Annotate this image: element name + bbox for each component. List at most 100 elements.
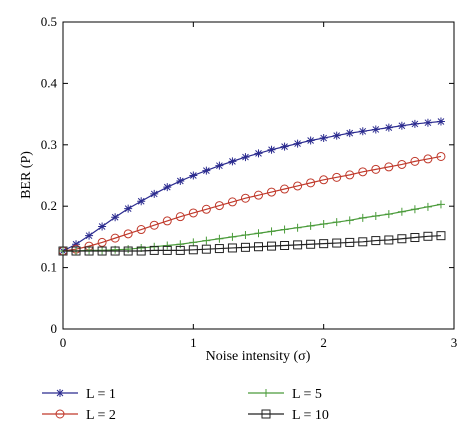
x-axis-title: Noise intensity (σ): [206, 349, 311, 364]
data-point: [306, 178, 316, 188]
data-point: [280, 225, 289, 234]
data-point: [436, 151, 446, 161]
data-point: [111, 213, 120, 222]
data-point: [163, 183, 172, 192]
data-point: [267, 241, 277, 251]
x-tick-label: 2: [320, 335, 327, 350]
data-point: [228, 232, 237, 241]
data-point: [162, 216, 172, 226]
data-point: [58, 246, 68, 256]
data-point: [319, 175, 329, 185]
data-point: [176, 177, 185, 186]
data-point: [306, 239, 316, 249]
data-point: [123, 246, 133, 256]
data-point: [175, 245, 185, 255]
data-point: [423, 231, 433, 241]
y-tick-label: 0.5: [41, 14, 57, 29]
data-point: [136, 225, 146, 235]
data-point: [293, 223, 302, 232]
data-point: [227, 197, 237, 207]
axis-tick-labels: 0 1 2 3 0 0.1 0.2 0.3 0.4 0.5: [41, 14, 458, 350]
data-point: [72, 240, 81, 249]
data-point: [384, 235, 394, 245]
data-point: [71, 246, 81, 256]
data-point: [254, 190, 263, 200]
data-point: [240, 242, 250, 252]
data-point: [410, 233, 420, 243]
data-point: [56, 389, 64, 397]
data-point: [85, 231, 94, 240]
data-point: [201, 204, 211, 214]
y-tick-label: 0.1: [41, 260, 57, 275]
data-point: [85, 246, 94, 255]
data-point: [97, 246, 107, 256]
data-point: [124, 245, 133, 254]
data-point: [254, 242, 263, 252]
data-point: [358, 213, 367, 222]
data-point: [371, 164, 381, 174]
legend: L = 1 L = 2 L = 5 L = 10: [42, 387, 329, 423]
data-point: [306, 221, 315, 230]
data-point: [319, 220, 328, 229]
data-point: [306, 136, 315, 145]
data-point: [332, 131, 341, 140]
data-point: [254, 229, 263, 238]
y-tick-label: 0: [51, 321, 58, 336]
data-point: [319, 239, 329, 249]
y-tick-label: 0.3: [41, 137, 57, 152]
data-point: [227, 243, 237, 253]
data-point: [267, 227, 276, 236]
data-point: [201, 244, 211, 254]
data-point: [345, 237, 355, 247]
data-point: [163, 241, 172, 250]
data-point: [149, 220, 159, 230]
x-tick-label: 0: [60, 335, 67, 350]
data-point: [384, 162, 394, 172]
data-point: [214, 244, 224, 254]
legend-label: L = 5: [292, 387, 322, 402]
data-point: [410, 205, 419, 214]
data-point: [423, 118, 432, 127]
series-4: [58, 231, 446, 256]
data-point: [189, 238, 198, 247]
data-point: [261, 409, 271, 419]
legend-entry: L = 1: [42, 387, 116, 402]
series-layer: [58, 117, 446, 256]
data-point: [137, 197, 146, 206]
data-point: [188, 208, 198, 218]
legend-label: L = 1: [86, 387, 116, 402]
data-point: [215, 234, 224, 243]
data-point: [280, 240, 290, 250]
data-point: [84, 246, 94, 256]
data-point: [124, 204, 133, 213]
data-point: [189, 171, 198, 180]
x-tick-label: 3: [451, 335, 458, 350]
data-point: [436, 231, 446, 241]
legend-entry: L = 10: [248, 408, 329, 423]
data-point: [397, 234, 407, 244]
series-line: [63, 203, 442, 252]
series-1: [59, 117, 445, 256]
data-point: [397, 121, 406, 130]
data-point: [397, 159, 407, 169]
data-point: [214, 201, 224, 211]
legend-label: L = 2: [86, 408, 116, 423]
data-point: [215, 161, 224, 170]
data-point: [267, 187, 277, 197]
data-point: [110, 233, 120, 243]
data-point: [423, 154, 433, 164]
data-point: [410, 119, 419, 128]
data-point: [176, 240, 185, 249]
data-point: [345, 129, 354, 138]
data-point: [358, 127, 367, 136]
data-point: [280, 142, 289, 151]
data-point: [150, 189, 159, 198]
series-line: [63, 235, 441, 252]
data-point: [423, 202, 432, 211]
y-tick-label: 0.4: [41, 75, 58, 90]
series-2: [58, 151, 446, 256]
data-point: [241, 231, 250, 240]
data-point: [188, 245, 198, 255]
data-point: [293, 240, 303, 250]
